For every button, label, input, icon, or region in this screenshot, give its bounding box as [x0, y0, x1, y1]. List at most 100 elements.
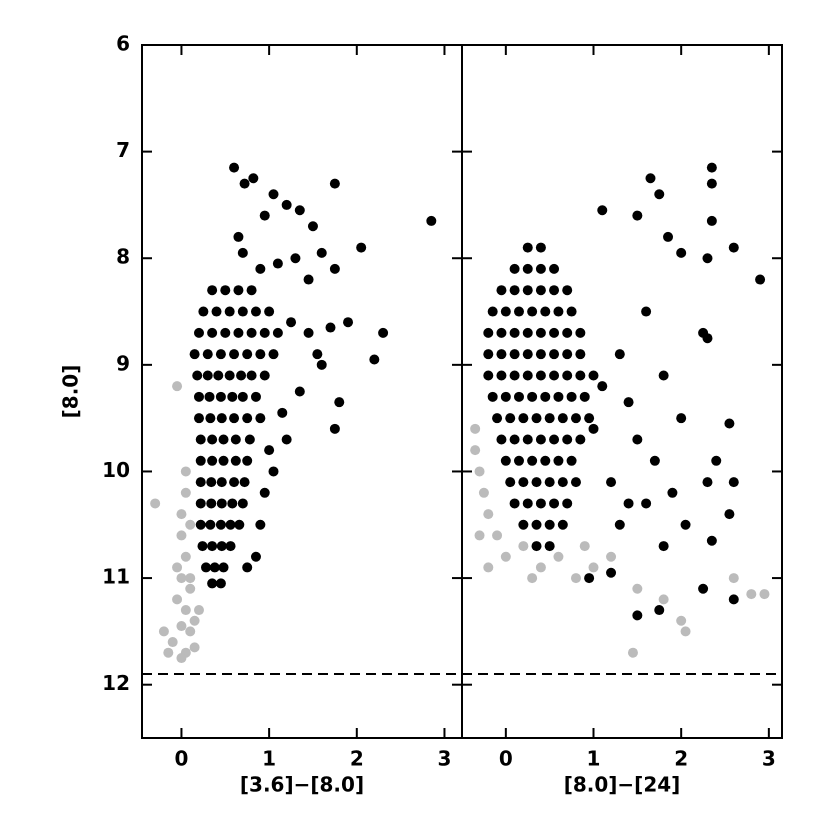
data-point [544, 413, 555, 424]
data-point [206, 498, 217, 509]
data-point [496, 370, 507, 381]
data-point [224, 306, 235, 317]
data-point [518, 413, 529, 424]
data-point [531, 541, 542, 552]
data-point [535, 263, 546, 274]
data-point [676, 247, 687, 258]
data-point [225, 541, 236, 552]
data-point [505, 477, 516, 488]
data-point [483, 562, 494, 573]
data-point [549, 434, 560, 445]
plot-frame [461, 44, 783, 739]
data-point [216, 541, 227, 552]
data-point [470, 445, 481, 456]
data-point [307, 221, 318, 232]
data-point [242, 562, 253, 573]
data-point [195, 434, 206, 445]
data-point [706, 178, 717, 189]
data-point [218, 434, 229, 445]
data-point [496, 349, 507, 360]
data-point [509, 327, 520, 338]
data-point [248, 173, 259, 184]
data-point [192, 370, 203, 381]
data-point [496, 327, 507, 338]
data-point [658, 541, 669, 552]
data-point [500, 551, 511, 562]
data-point [237, 247, 248, 258]
data-point [522, 349, 533, 360]
data-point [724, 418, 735, 429]
data-point [259, 370, 270, 381]
data-point [544, 541, 555, 552]
data-point [500, 455, 511, 466]
data-point [614, 519, 625, 530]
data-point [193, 413, 204, 424]
data-point [575, 327, 586, 338]
data-point [562, 370, 573, 381]
data-point [711, 455, 722, 466]
data-point [575, 370, 586, 381]
data-point [272, 327, 283, 338]
data-point [522, 370, 533, 381]
data-point [207, 285, 218, 296]
data-point [343, 317, 354, 328]
data-point [540, 455, 551, 466]
data-point [645, 173, 656, 184]
data-point [206, 477, 217, 488]
data-point [242, 413, 253, 424]
data-point [207, 455, 218, 466]
data-point [728, 594, 739, 605]
data-point [522, 285, 533, 296]
data-point [303, 274, 314, 285]
data-point [209, 562, 220, 573]
x-tick-label: 2 [674, 747, 688, 771]
data-point [496, 434, 507, 445]
data-point [185, 519, 196, 530]
data-point [163, 647, 174, 658]
data-point [244, 434, 255, 445]
data-point [474, 466, 485, 477]
data-point [185, 583, 196, 594]
data-point [522, 434, 533, 445]
data-point [246, 285, 257, 296]
data-point [483, 349, 494, 360]
data-point [623, 498, 634, 509]
data-point [294, 205, 305, 216]
data-point [268, 189, 279, 200]
data-point [195, 519, 206, 530]
data-point [242, 455, 253, 466]
data-point [544, 519, 555, 530]
data-point [597, 381, 608, 392]
data-point [632, 583, 643, 594]
data-point [259, 327, 270, 338]
data-point [195, 477, 206, 488]
data-point [706, 162, 717, 173]
data-point [229, 477, 240, 488]
data-point [220, 327, 231, 338]
data-point [549, 285, 560, 296]
data-point [588, 423, 599, 434]
data-point [496, 285, 507, 296]
data-point [728, 242, 739, 253]
data-point [641, 498, 652, 509]
data-point [509, 349, 520, 360]
x-axis-label: [8.0]−[24] [564, 773, 681, 797]
data-point [250, 391, 261, 402]
data-point [237, 391, 248, 402]
data-point [216, 413, 227, 424]
data-point [176, 621, 187, 632]
data-point [189, 615, 200, 626]
data-point [549, 263, 560, 274]
data-point [334, 397, 345, 408]
data-point [535, 562, 546, 573]
data-point [522, 327, 533, 338]
data-point [570, 413, 581, 424]
data-point [215, 349, 226, 360]
data-point [180, 487, 191, 498]
data-point [487, 391, 498, 402]
data-point [706, 535, 717, 546]
x-tick-label: 1 [262, 747, 276, 771]
data-point [329, 423, 340, 434]
data-point [680, 626, 691, 637]
data-point [527, 306, 538, 317]
